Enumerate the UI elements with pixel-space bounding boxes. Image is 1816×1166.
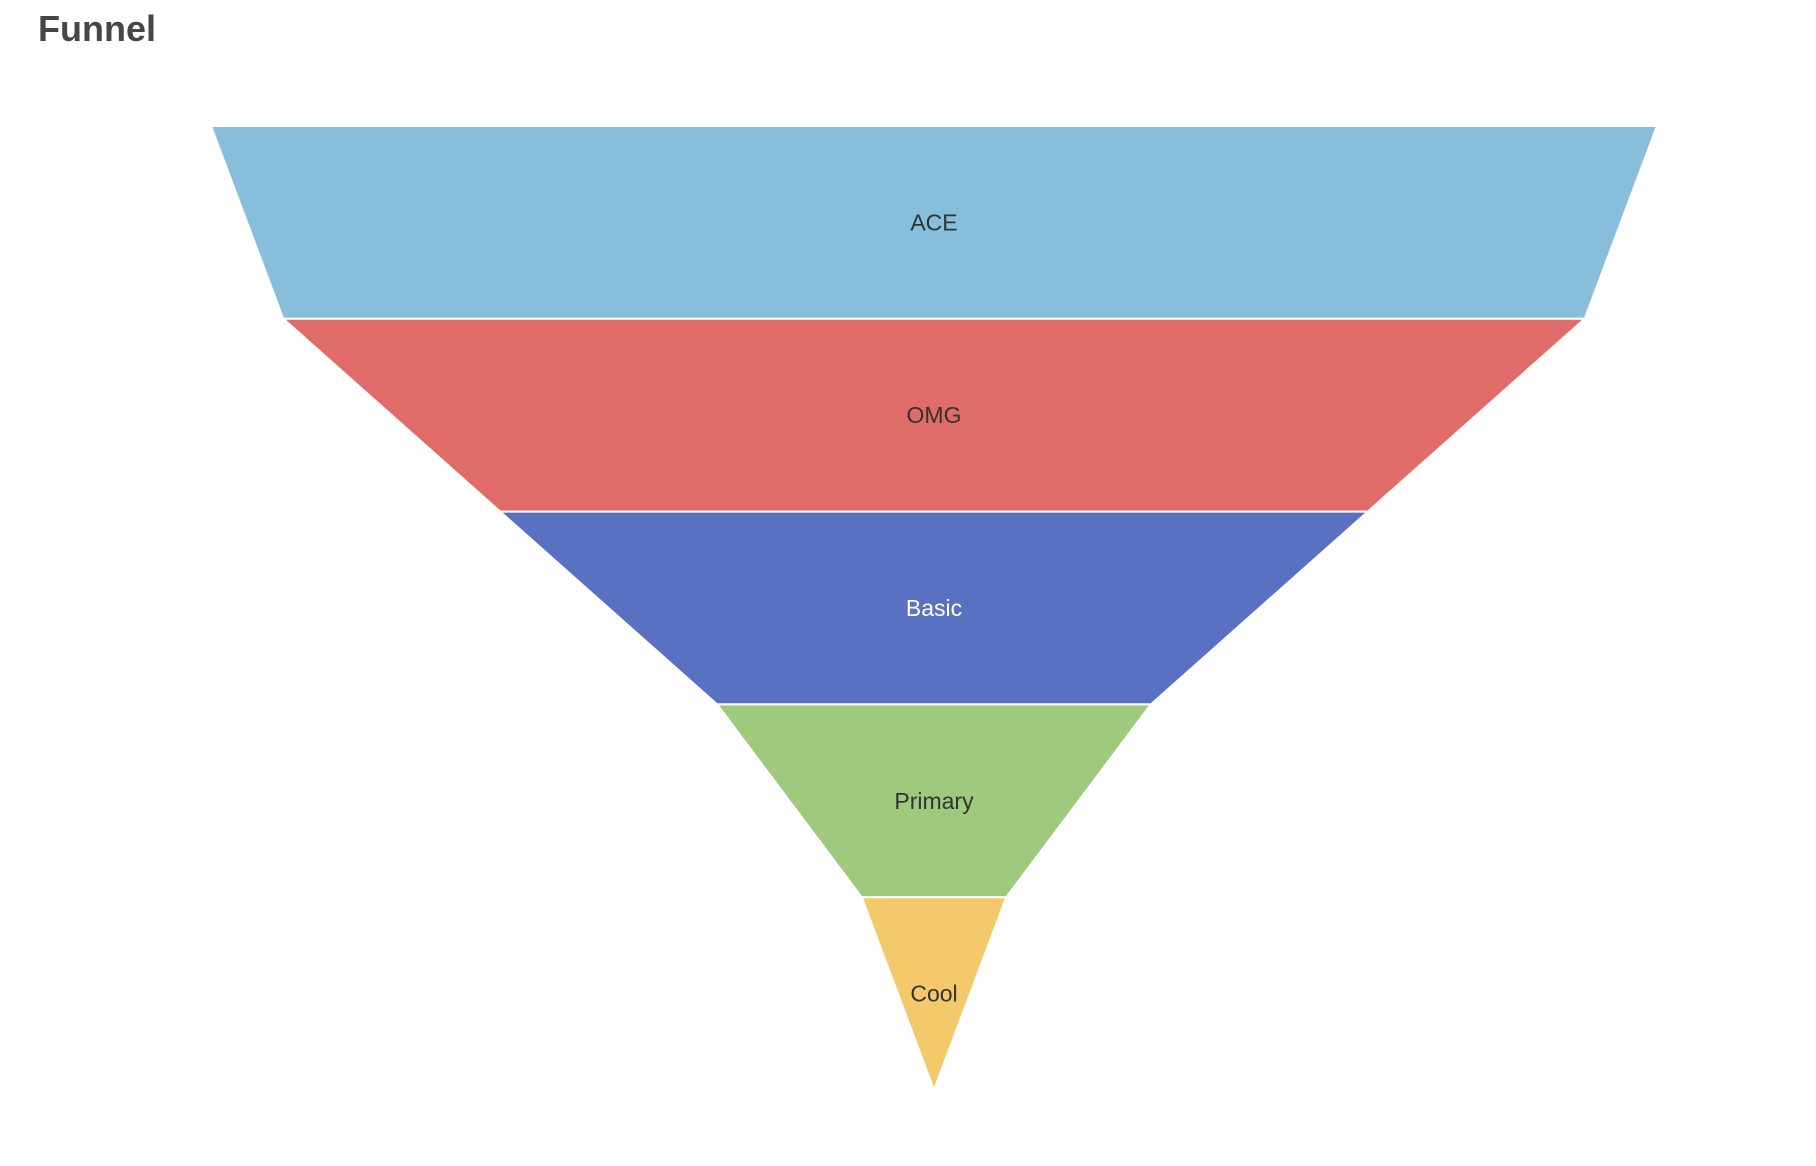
funnel-slices	[209, 125, 1659, 1093]
funnel-label-cool: Cool	[910, 981, 957, 1007]
funnel-label-primary: Primary	[894, 788, 974, 814]
funnel-label-basic: Basic	[906, 595, 962, 621]
funnel-slice-cool[interactable]	[860, 896, 1008, 1093]
funnel-label-ace: ACE	[910, 209, 957, 235]
funnel-labels: ACE OMG Basic Primary Cool	[894, 209, 974, 1006]
chart-title: Funnel	[38, 8, 156, 49]
funnel-label-omg: OMG	[907, 402, 962, 428]
